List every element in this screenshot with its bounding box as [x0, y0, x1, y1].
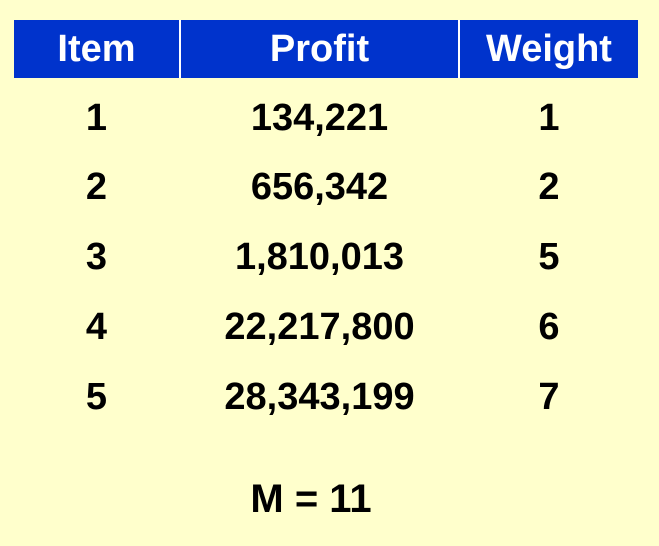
- cell-weight: 7: [538, 375, 560, 418]
- table-row: 5 28,343,199 7: [14, 372, 638, 422]
- header-weight: Weight: [460, 20, 638, 78]
- capacity-label: M = 11: [250, 477, 372, 521]
- cell-item: 4: [85, 305, 108, 348]
- table-row: 4 22,217,800 6: [14, 302, 638, 352]
- header-item: Item: [14, 20, 179, 78]
- cell-weight: 5: [538, 235, 560, 278]
- cell-item: 5: [85, 375, 108, 418]
- cell-item: 1: [85, 96, 108, 139]
- cell-profit: 1,810,013: [234, 235, 405, 278]
- cell-profit: 22,217,800: [224, 305, 415, 348]
- table-row: 2 656,342 2: [14, 162, 638, 212]
- cell-item: 3: [85, 235, 108, 278]
- cell-profit: 28,343,199: [224, 375, 415, 418]
- table-row: 1 134,221 1: [14, 93, 638, 143]
- cell-weight: 6: [538, 305, 560, 348]
- cell-weight: 2: [538, 165, 560, 208]
- cell-weight: 1: [538, 96, 560, 139]
- cell-profit: 134,221: [250, 96, 389, 139]
- table-header: Item Profit Weight: [14, 20, 638, 78]
- cell-item: 2: [85, 165, 108, 208]
- header-profit: Profit: [181, 20, 458, 78]
- cell-profit: 656,342: [250, 165, 389, 208]
- table-row: 3 1,810,013 5: [14, 232, 638, 282]
